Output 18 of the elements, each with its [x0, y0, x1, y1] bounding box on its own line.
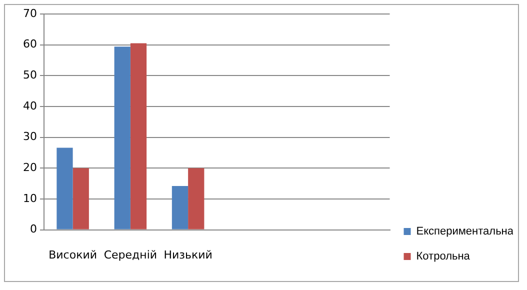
y-tick-label: 50: [22, 68, 37, 82]
bar: [56, 148, 73, 230]
bar: [114, 46, 130, 230]
bar: [188, 168, 204, 230]
y-tick-label: 10: [22, 192, 37, 205]
x-tick-label: Середній: [104, 248, 158, 262]
legend-label: Котрольна: [416, 250, 471, 263]
bar: [72, 168, 89, 230]
bar: [130, 43, 147, 230]
y-tick-label: 60: [22, 38, 37, 51]
x-tick-label: Низький: [164, 248, 212, 262]
y-tick-label: 30: [22, 130, 37, 144]
y-tick-label: 40: [22, 99, 37, 112]
y-tick-label: 0: [30, 222, 37, 236]
bar: [172, 186, 188, 230]
y-tick-label: 20: [22, 161, 37, 174]
x-tick-label: Високий: [48, 248, 98, 262]
y-tick-label: 70: [22, 6, 37, 20]
